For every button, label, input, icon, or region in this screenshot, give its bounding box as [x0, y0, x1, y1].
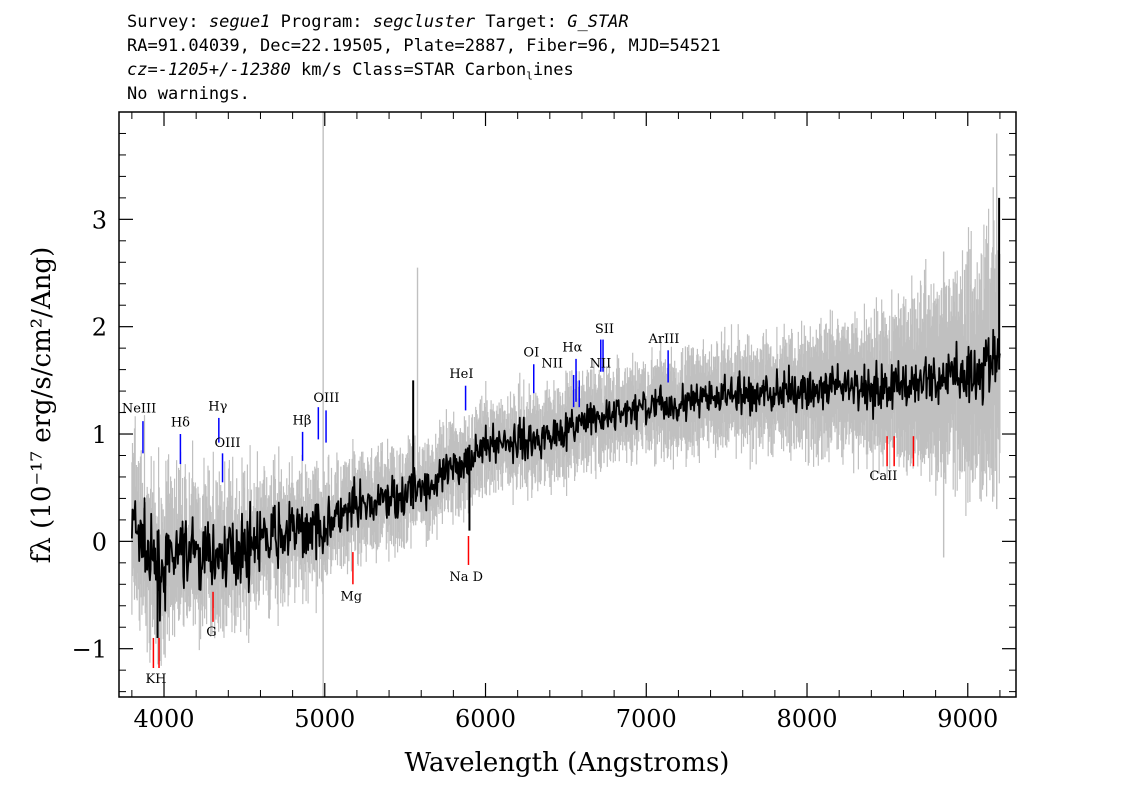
x-axis-label: Wavelength (Angstroms) [405, 748, 730, 778]
line-label-9: Hα [562, 340, 582, 355]
target-label: Target: [485, 12, 557, 32]
line-label-0: NeIII [122, 402, 156, 417]
x-tick-label-2: 6000 [455, 705, 516, 733]
line-markers [142, 339, 915, 669]
header-line-coordinates: RA=91.04039, Dec=22.19505, Plate=2887, F… [127, 36, 721, 56]
line-label-12: ArIII [647, 332, 679, 347]
program-label: Program: [280, 12, 363, 32]
class-subscript: l [526, 69, 533, 83]
class-tail: ines [532, 60, 574, 80]
x-tick-label-4: 8000 [776, 705, 837, 733]
target-value: G_STAR [567, 12, 629, 32]
line-label-11: SII [595, 322, 614, 337]
line-label-2: Hγ [208, 399, 227, 414]
line-label-4: Hβ [293, 413, 312, 428]
header-line-survey: Survey: segue1 Program: segcluster Targe… [127, 10, 721, 34]
y-tick-label-3: 2 [92, 314, 107, 342]
y-tick-label-1: 0 [92, 528, 107, 556]
line-label-5: OIII [313, 391, 339, 406]
cz-value: cz=-1205+/-12380 [127, 60, 291, 80]
class-text: km/s Class=STAR Carbon [301, 60, 527, 80]
survey-value: segue1 [208, 12, 271, 32]
flux-path [131, 328, 1001, 622]
y-tick-label-0: −1 [72, 636, 107, 664]
x-tick-label-5: 9000 [937, 705, 998, 733]
spectrum-header: Survey: segue1 Program: segcluster Targe… [127, 10, 721, 106]
program-value: segcluster [372, 12, 476, 32]
plot-frame [118, 111, 1017, 698]
y-axis-label: fλ (10⁻¹⁷ erg/s/cm²/Ang) [27, 247, 57, 563]
line-label-1: Hδ [171, 416, 190, 431]
header-line-warnings: No warnings. [127, 84, 250, 104]
line-label-15: Mg [340, 589, 362, 604]
line-label-6: HeI [449, 367, 473, 382]
x-tick-label-0: 4000 [133, 705, 194, 733]
line-label-14: G [206, 625, 216, 640]
y-tick-label-2: 1 [92, 421, 107, 449]
line-label-10: NII [590, 356, 612, 371]
axes: 4000 5000 6000 7000 8000 9000 −1 0 1 2 3 [72, 112, 1016, 733]
line-labels: NeIIIHδHγOIIIHβOIIIHeIOINIIHαNIISIIArIII… [122, 322, 898, 687]
line-label-17: CaII [869, 469, 897, 484]
y-tick-label-4: 3 [92, 206, 107, 234]
line-label-7: OI [523, 346, 539, 361]
line-label-16: Na D [449, 570, 483, 585]
line-label-8: NII [541, 356, 563, 371]
line-label-13: KH [145, 672, 166, 687]
line-label-3: OIII [214, 436, 240, 451]
header-line-redshift: cz=-1205+/-12380 km/s Class=STAR Carbonl… [127, 58, 721, 82]
x-tick-label-3: 7000 [616, 705, 677, 733]
survey-label: Survey: [127, 12, 199, 32]
flux-line [131, 328, 1001, 622]
x-tick-label-1: 5000 [294, 705, 355, 733]
